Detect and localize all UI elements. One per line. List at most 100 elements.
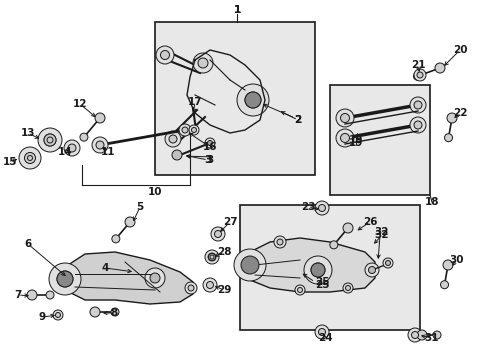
Text: 25: 25: [314, 277, 328, 287]
Circle shape: [46, 291, 54, 299]
Circle shape: [209, 255, 214, 259]
Circle shape: [407, 328, 421, 342]
Circle shape: [80, 133, 88, 141]
Text: 3: 3: [206, 155, 213, 165]
Circle shape: [38, 128, 62, 152]
Circle shape: [297, 288, 302, 292]
Circle shape: [434, 63, 444, 73]
Bar: [155, 22, 314, 175]
Text: 32: 32: [374, 227, 388, 237]
Circle shape: [237, 84, 268, 116]
Text: 3: 3: [204, 155, 211, 165]
Circle shape: [444, 134, 451, 142]
Circle shape: [150, 273, 160, 283]
Circle shape: [340, 134, 349, 143]
Circle shape: [24, 153, 36, 163]
Circle shape: [310, 263, 325, 277]
Text: 5: 5: [136, 202, 143, 212]
Circle shape: [416, 330, 426, 340]
Circle shape: [164, 131, 181, 147]
Text: 11: 11: [101, 147, 115, 157]
Circle shape: [314, 325, 328, 339]
Circle shape: [193, 53, 213, 73]
Text: 13: 13: [20, 128, 35, 138]
Circle shape: [172, 150, 182, 160]
Circle shape: [160, 50, 169, 59]
Text: 16: 16: [203, 142, 217, 152]
Circle shape: [68, 144, 76, 152]
Circle shape: [318, 328, 325, 336]
Circle shape: [19, 147, 41, 169]
Circle shape: [27, 156, 32, 161]
Circle shape: [95, 113, 105, 123]
Text: 7: 7: [14, 290, 21, 300]
Text: 30: 30: [449, 255, 463, 265]
Circle shape: [318, 204, 325, 211]
Circle shape: [345, 285, 350, 291]
Text: 19: 19: [348, 138, 363, 148]
Text: 22: 22: [452, 108, 467, 118]
Circle shape: [198, 58, 207, 68]
Circle shape: [276, 239, 283, 245]
Circle shape: [244, 92, 261, 108]
Circle shape: [241, 256, 259, 274]
Circle shape: [53, 310, 63, 320]
Circle shape: [206, 282, 213, 288]
Circle shape: [335, 129, 353, 147]
Circle shape: [145, 268, 164, 288]
Circle shape: [44, 134, 56, 146]
Text: 31: 31: [424, 333, 438, 343]
Circle shape: [214, 230, 221, 238]
Text: 26: 26: [362, 217, 376, 227]
Circle shape: [191, 127, 196, 132]
Circle shape: [273, 236, 285, 248]
Text: 20: 20: [452, 45, 467, 55]
Text: 2: 2: [294, 115, 301, 125]
Circle shape: [411, 332, 418, 338]
Circle shape: [234, 249, 265, 281]
Text: 25: 25: [314, 280, 328, 290]
Circle shape: [340, 113, 349, 122]
Text: 1: 1: [233, 5, 240, 15]
Circle shape: [416, 72, 422, 78]
Circle shape: [412, 72, 421, 80]
Circle shape: [187, 285, 194, 291]
Circle shape: [342, 223, 352, 233]
Circle shape: [27, 290, 37, 300]
Circle shape: [189, 125, 199, 135]
Text: 28: 28: [216, 247, 231, 257]
Circle shape: [25, 153, 35, 163]
Circle shape: [96, 141, 104, 149]
Circle shape: [335, 109, 353, 127]
Circle shape: [57, 271, 73, 287]
Bar: [240, 205, 419, 330]
Polygon shape: [242, 238, 374, 292]
Circle shape: [382, 258, 392, 268]
Circle shape: [44, 134, 56, 146]
Circle shape: [125, 217, 135, 227]
Circle shape: [442, 260, 452, 270]
Circle shape: [413, 69, 425, 81]
Circle shape: [47, 137, 53, 143]
Circle shape: [182, 127, 187, 133]
Circle shape: [304, 256, 331, 284]
Text: 9: 9: [39, 312, 45, 322]
Circle shape: [413, 121, 421, 129]
Circle shape: [432, 331, 440, 339]
Text: 6: 6: [24, 239, 32, 249]
Circle shape: [210, 227, 224, 241]
Circle shape: [242, 257, 258, 273]
Circle shape: [92, 137, 108, 153]
Text: 10: 10: [147, 187, 162, 197]
Text: 21: 21: [410, 60, 425, 70]
Polygon shape: [57, 252, 193, 304]
Circle shape: [364, 263, 378, 277]
Circle shape: [446, 113, 456, 123]
Text: 1: 1: [233, 5, 240, 15]
Circle shape: [204, 250, 219, 264]
Text: 23: 23: [300, 202, 315, 212]
Text: 2: 2: [294, 115, 301, 125]
Circle shape: [111, 308, 119, 316]
Circle shape: [64, 140, 80, 156]
Circle shape: [203, 278, 217, 292]
